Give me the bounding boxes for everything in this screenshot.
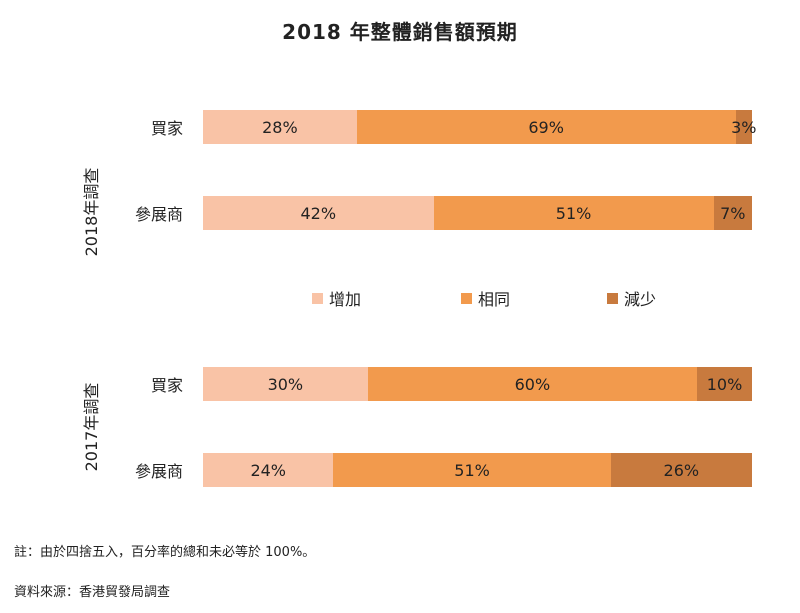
bar-segment: 51% bbox=[333, 453, 611, 487]
data-label: 51% bbox=[555, 203, 592, 223]
data-label: 30% bbox=[267, 374, 304, 394]
legend-swatch bbox=[607, 292, 618, 304]
legend-label: 相同 bbox=[478, 290, 511, 309]
data-label: 42% bbox=[300, 203, 337, 223]
bar-segment: 69% bbox=[356, 110, 736, 144]
data-label: 26% bbox=[663, 460, 700, 480]
bar-segment: 30% bbox=[203, 367, 368, 401]
bar-segment: 51% bbox=[433, 196, 714, 230]
bar-segment: 28% bbox=[203, 110, 357, 144]
legend-label: 減少 bbox=[624, 290, 657, 309]
bar-segment: 3% bbox=[731, 110, 756, 144]
legend-swatch bbox=[312, 292, 323, 304]
chart-title: 2018 年整體銷售額預期 bbox=[282, 20, 518, 44]
stacked-bar: 42% 51% 7% bbox=[203, 196, 752, 230]
category-label: 買家 bbox=[150, 119, 183, 138]
data-label: 60% bbox=[514, 374, 551, 394]
footnote: 註：由於四捨五入，百分率的總和未必等於 100%。 bbox=[14, 545, 316, 560]
data-label: 69% bbox=[528, 117, 564, 137]
bar-segment: 26% bbox=[610, 453, 752, 487]
source-note: 資料來源：香港貿發局調查 bbox=[14, 585, 171, 600]
category-label: 參展商 bbox=[134, 205, 183, 224]
category-label: 參展商 bbox=[134, 462, 183, 481]
bar-segment: 60% bbox=[367, 367, 698, 401]
data-label: 3% bbox=[731, 117, 757, 137]
bar-segment: 42% bbox=[203, 196, 434, 230]
category-label: 買家 bbox=[150, 376, 183, 395]
data-label: 28% bbox=[262, 117, 298, 137]
legend-item-decrease: 減少 bbox=[607, 286, 656, 310]
data-label: 10% bbox=[706, 374, 743, 394]
bar-segment: 10% bbox=[697, 367, 752, 401]
legend-item-increase: 增加 bbox=[312, 286, 361, 310]
stacked-bar: 24% 51% 26% bbox=[203, 453, 752, 487]
data-label: 24% bbox=[250, 460, 286, 480]
data-label: 51% bbox=[454, 460, 490, 480]
legend-swatch bbox=[461, 292, 472, 304]
bar-segment: 24% bbox=[203, 453, 334, 487]
stacked-bar: 28% 69% 3% bbox=[203, 110, 756, 144]
bar-segment: 7% bbox=[713, 196, 752, 230]
legend-item-same: 相同 bbox=[461, 286, 510, 310]
data-label: 7% bbox=[720, 203, 746, 223]
legend-label: 增加 bbox=[329, 290, 362, 309]
stacked-bar: 30% 60% 10% bbox=[203, 367, 752, 401]
legend: 增加 相同 減少 bbox=[0, 286, 800, 310]
